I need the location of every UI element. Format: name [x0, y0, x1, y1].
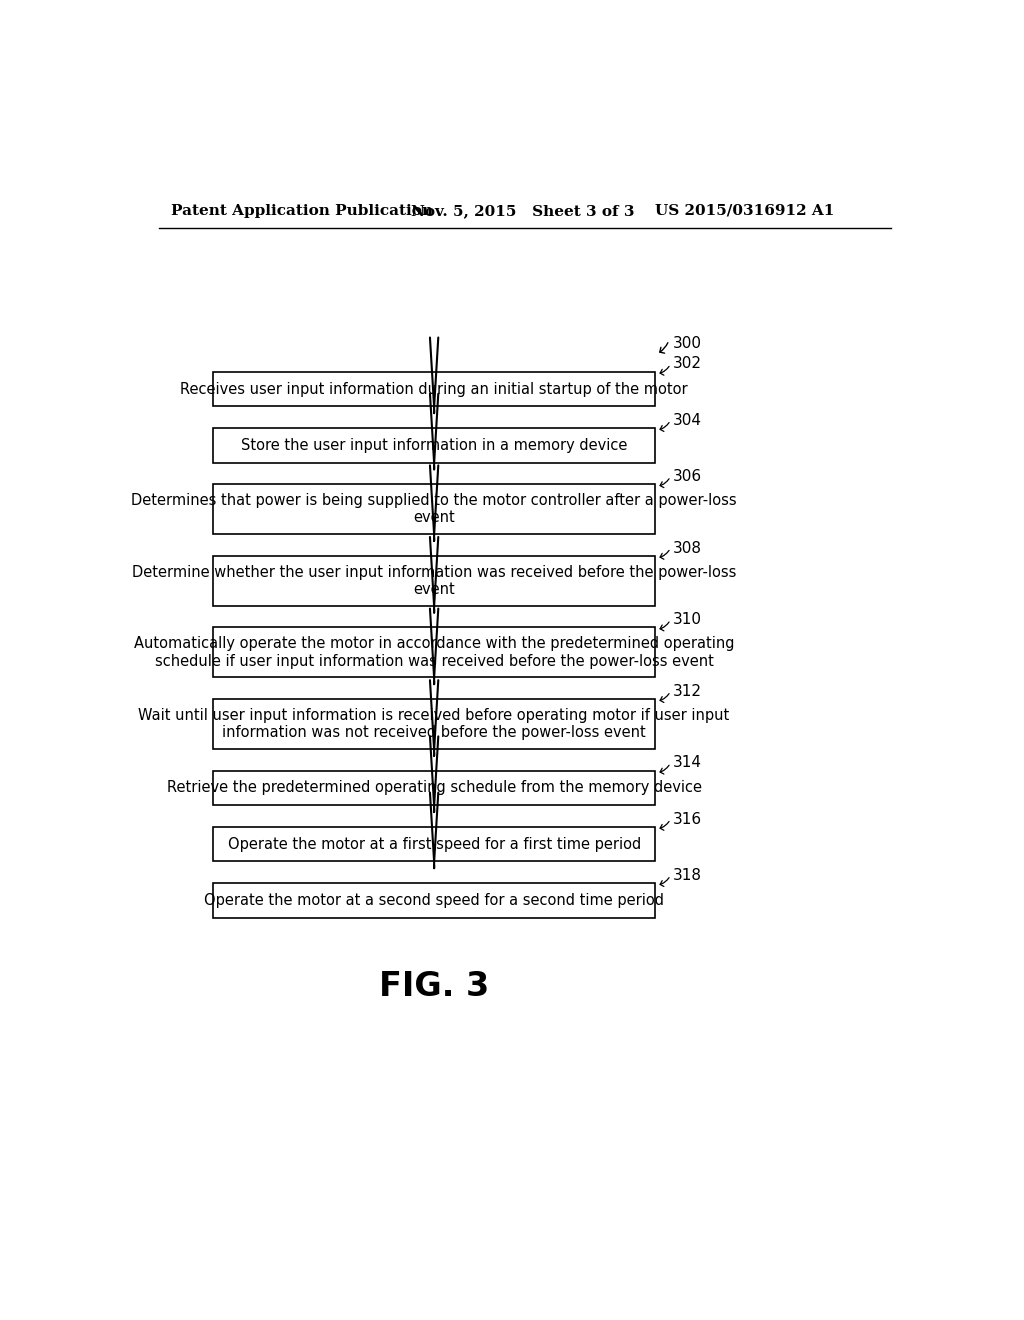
Text: Determine whether the user input information was received before the power-loss
: Determine whether the user input informa… [132, 565, 736, 597]
Text: 310: 310 [673, 612, 701, 627]
Text: Determines that power is being supplied to the motor controller after a power-lo: Determines that power is being supplied … [131, 492, 737, 525]
Text: 304: 304 [673, 413, 701, 428]
Bar [213, 556, 655, 606]
Bar [213, 428, 655, 462]
Bar [213, 826, 655, 862]
Text: Operate the motor at a second speed for a second time period: Operate the motor at a second speed for … [204, 892, 665, 908]
Bar [213, 771, 655, 805]
Text: Patent Application Publication: Patent Application Publication [171, 203, 432, 218]
Bar [213, 627, 655, 677]
Text: Receives user input information during an initial startup of the motor: Receives user input information during a… [180, 381, 688, 396]
Text: 306: 306 [673, 469, 701, 484]
Text: FIG. 3: FIG. 3 [379, 970, 489, 1003]
Text: Wait until user input information is received before operating motor if user inp: Wait until user input information is rec… [138, 708, 730, 741]
Text: 300: 300 [673, 335, 701, 351]
Text: Automatically operate the motor in accordance with the predetermined operating
s: Automatically operate the motor in accor… [134, 636, 734, 668]
Bar [213, 700, 655, 748]
Text: Nov. 5, 2015   Sheet 3 of 3: Nov. 5, 2015 Sheet 3 of 3 [411, 203, 635, 218]
Text: Retrieve the predetermined operating schedule from the memory device: Retrieve the predetermined operating sch… [167, 780, 701, 796]
Bar [213, 883, 655, 917]
Text: Operate the motor at a first speed for a first time period: Operate the motor at a first speed for a… [227, 837, 641, 851]
Bar [213, 484, 655, 535]
Text: 308: 308 [673, 540, 701, 556]
Text: 302: 302 [673, 356, 701, 371]
Bar [213, 372, 655, 407]
Text: 312: 312 [673, 684, 701, 698]
Text: 316: 316 [673, 812, 701, 826]
Text: 314: 314 [673, 755, 701, 771]
Text: Store the user input information in a memory device: Store the user input information in a me… [241, 438, 628, 453]
Text: US 2015/0316912 A1: US 2015/0316912 A1 [655, 203, 835, 218]
Text: 318: 318 [673, 867, 701, 883]
